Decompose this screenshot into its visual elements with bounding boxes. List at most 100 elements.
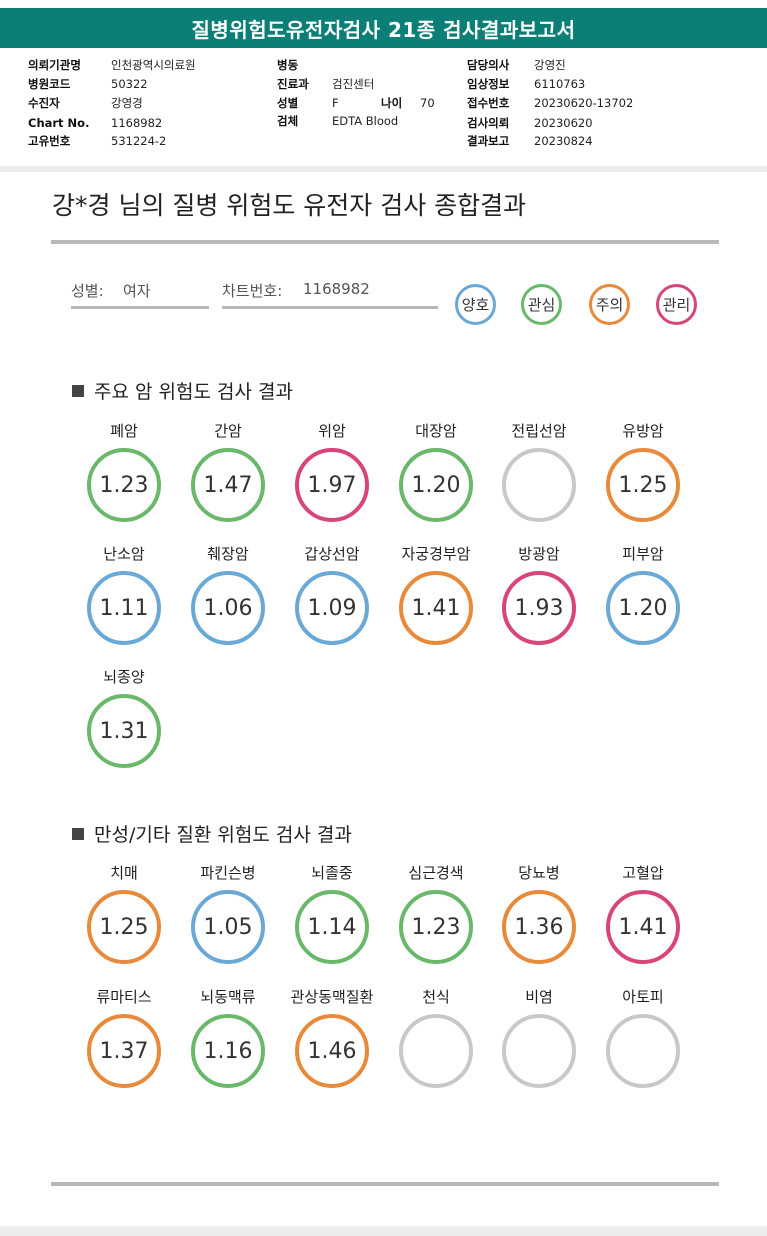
request-value: 20230620 [534, 116, 593, 130]
legend-item: 주의 [589, 284, 630, 325]
result-name: 심근경색 [408, 864, 464, 882]
chart-no-value: 1168982 [111, 116, 163, 130]
result-name: 천식 [422, 988, 450, 1006]
result-name: 유방암 [622, 422, 664, 440]
footer-rule [51, 1182, 719, 1186]
result-name: 자궁경부암 [401, 545, 471, 563]
heading-rule [51, 240, 719, 244]
result-label: 결과보고 [467, 134, 510, 148]
result-ring: 1.31 [87, 694, 161, 768]
cancer-section-label: 주요 암 위험도 검사 결과 [94, 381, 293, 403]
result-name: 아토피 [622, 988, 664, 1006]
specimen-label: 검체 [277, 114, 299, 128]
unique-no-label: 고유번호 [28, 134, 71, 148]
dept-value: 검진센터 [332, 77, 375, 91]
page-bottom-band [0, 1226, 767, 1236]
legend-item: 양호 [455, 284, 496, 325]
hospital-code-label: 병원코드 [28, 77, 71, 91]
result-ring: 1.14 [295, 890, 369, 964]
result-name: 당뇨병 [518, 864, 560, 882]
summary-heading: 강*경 님의 질병 위험도 유전자 검사 종합결과 [52, 191, 527, 220]
result-name: 비염 [525, 988, 553, 1006]
result-ring: 1.20 [399, 448, 473, 522]
chronic-section-label: 만성/기타 질환 위험도 검사 결과 [94, 824, 352, 846]
unique-no-value: 531224-2 [111, 134, 167, 148]
result-ring: 1.25 [87, 890, 161, 964]
result-ring: 1.16 [191, 1014, 265, 1088]
clinical-label: 임상정보 [467, 77, 510, 91]
chart-field: 차트번호: 1168982 [222, 276, 438, 309]
result-name: 류마티스 [96, 988, 152, 1006]
result-name: 고혈압 [622, 864, 664, 882]
result-name: 뇌종양 [103, 668, 145, 686]
receipt-value: 20230620-13702 [534, 96, 634, 110]
result-name: 방광암 [518, 545, 560, 563]
result-value: 20230824 [534, 134, 593, 148]
result-ring: 1.25 [606, 448, 680, 522]
clinical-value: 6110763 [534, 77, 586, 91]
sex-value: F [332, 96, 339, 110]
ward-label: 병동 [277, 58, 299, 72]
report-info-table: 의뢰기관명 인천광역시의료원 병원코드 50322 수진자 강영경 Chart … [0, 48, 767, 166]
result-ring [502, 1014, 576, 1088]
summary-sex-value: 여자 [123, 282, 151, 300]
result-name: 뇌졸중 [311, 864, 353, 882]
result-ring: 1.23 [399, 890, 473, 964]
dept-label: 진료과 [277, 77, 309, 91]
result-name: 위암 [318, 422, 346, 440]
result-name: 간암 [214, 422, 242, 440]
result-name: 대장암 [415, 422, 457, 440]
cancer-section-title: 주요 암 위험도 검사 결과 [72, 377, 293, 404]
result-name: 파킨슨병 [200, 864, 256, 882]
sex-field: 성별: 여자 [71, 276, 209, 309]
result-ring: 1.05 [191, 890, 265, 964]
sex-label: 성별 [277, 96, 299, 110]
result-ring: 1.97 [295, 448, 369, 522]
age-label: 나이 [381, 96, 403, 110]
summary-sex-label: 성별: [71, 282, 104, 300]
hospital-code-value: 50322 [111, 77, 148, 91]
result-name: 난소암 [103, 545, 145, 563]
result-ring: 1.93 [502, 571, 576, 645]
request-label: 검사의뢰 [467, 116, 510, 130]
result-ring: 1.23 [87, 448, 161, 522]
result-ring: 1.20 [606, 571, 680, 645]
patient-value: 강영경 [111, 96, 143, 110]
institution-label: 의뢰기관명 [28, 58, 81, 72]
legend-item: 관리 [656, 284, 697, 325]
legend-item: 관심 [521, 284, 562, 325]
summary-chart-value: 1168982 [303, 280, 370, 298]
summary-chart-label: 차트번호: [222, 282, 283, 300]
result-name: 치매 [110, 864, 138, 882]
result-name: 관상동맥질환 [290, 988, 374, 1006]
receipt-label: 접수번호 [467, 96, 510, 110]
result-ring: 1.11 [87, 571, 161, 645]
result-ring: 1.36 [502, 890, 576, 964]
chronic-section-title: 만성/기타 질환 위험도 검사 결과 [72, 820, 352, 847]
result-ring: 1.06 [191, 571, 265, 645]
result-ring [606, 1014, 680, 1088]
report-title: 질병위험도유전자검사 21종 검사결과보고서 [0, 8, 767, 48]
result-ring: 1.37 [87, 1014, 161, 1088]
result-ring [399, 1014, 473, 1088]
result-name: 피부암 [622, 545, 664, 563]
doctor-label: 담당의사 [467, 58, 510, 72]
result-ring [502, 448, 576, 522]
result-ring: 1.41 [606, 890, 680, 964]
result-name: 폐암 [110, 422, 138, 440]
doctor-value: 강영진 [534, 58, 566, 72]
specimen-value: EDTA Blood [332, 114, 399, 128]
info-divider [0, 166, 767, 172]
result-name: 전립선암 [511, 422, 567, 440]
result-ring: 1.41 [399, 571, 473, 645]
patient-label: 수진자 [28, 96, 60, 110]
bullet-square-icon [72, 385, 84, 397]
age-value: 70 [420, 96, 435, 110]
result-ring: 1.46 [295, 1014, 369, 1088]
result-ring: 1.47 [191, 448, 265, 522]
chart-no-label: Chart No. [28, 116, 90, 130]
institution-value: 인천광역시의료원 [111, 58, 196, 72]
bullet-square-icon [72, 828, 84, 840]
result-name: 뇌동맥류 [200, 988, 256, 1006]
result-name: 췌장암 [207, 545, 249, 563]
